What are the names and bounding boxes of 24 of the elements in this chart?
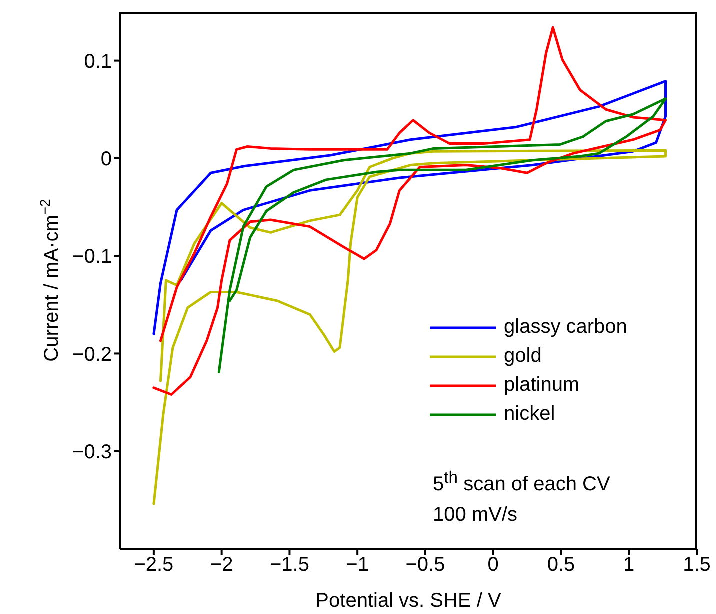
legend-label: glassy carbon <box>504 316 628 339</box>
x-tick-label: 1 <box>624 554 635 576</box>
y-tick-label: −0.2 <box>72 344 112 366</box>
legend-label: nickel <box>504 403 556 426</box>
x-tick-label: −1.5 <box>270 554 310 576</box>
annotation: 5$^{th}$ scan of each CV <box>433 467 610 498</box>
line-series <box>218 98 668 374</box>
legend-label: platinum <box>504 374 580 397</box>
annotation: 100 mV/s <box>433 502 518 528</box>
x-tick-label: −0.5 <box>406 554 446 576</box>
x-tick-label: 1.5 <box>683 554 711 576</box>
y-tick-label: −0.3 <box>72 441 112 464</box>
y-tick-label: 0 <box>100 148 112 171</box>
y-tick-label: −0.1 <box>72 246 112 268</box>
x-tick-label: 0.5 <box>547 554 576 576</box>
line-series <box>152 26 668 396</box>
x-tick-label: −2 <box>210 554 234 576</box>
legend-label: gold <box>504 345 542 368</box>
x-tick-label: 0 <box>488 554 499 576</box>
line-series <box>152 149 668 506</box>
x-tick-label: −2.5 <box>134 554 174 576</box>
y-tick-label: 0.1 <box>84 50 112 73</box>
x-tick-label: −1 <box>346 554 369 576</box>
x-axis-title: Potential vs. SHE / V <box>316 590 502 612</box>
